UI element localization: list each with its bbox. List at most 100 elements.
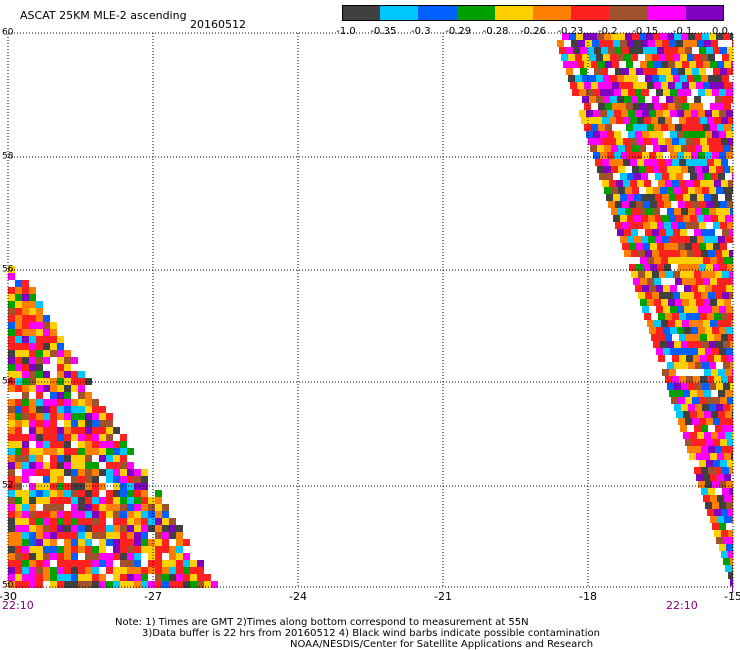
swath-cell xyxy=(99,518,106,525)
swath-cell xyxy=(670,285,677,292)
swath-cell xyxy=(729,488,733,495)
swath-cell xyxy=(654,103,661,110)
swath-cell xyxy=(15,413,22,420)
swath-cell xyxy=(728,376,733,383)
swath-cell xyxy=(183,567,190,574)
swath-cell xyxy=(653,341,660,348)
swath-cell xyxy=(22,378,29,385)
swath-cell xyxy=(647,299,654,306)
swath-cell xyxy=(71,525,78,532)
swath-cell xyxy=(682,257,689,264)
swath-cell xyxy=(22,553,29,560)
swath-cell xyxy=(605,103,612,110)
swath-cell xyxy=(15,581,22,588)
swath-cell xyxy=(71,539,78,546)
swath-cell xyxy=(120,448,127,455)
swath-cell xyxy=(721,376,728,383)
swath-cell xyxy=(732,411,733,418)
swath-cell xyxy=(29,581,36,588)
swath-cell xyxy=(709,404,716,411)
swath-cell xyxy=(29,476,36,483)
swath-cell xyxy=(663,152,670,159)
swath-cell xyxy=(689,61,696,68)
swath-cell xyxy=(134,476,141,483)
swath-cell xyxy=(15,560,22,567)
swath-cell xyxy=(622,47,629,54)
note-line-2: 3)Data buffer is 22 hrs from 20160512 4)… xyxy=(142,628,600,639)
swath-cell xyxy=(15,553,22,560)
swath-cell xyxy=(716,404,723,411)
swath-cell xyxy=(722,54,729,61)
swath-cell xyxy=(602,180,609,187)
swath-cell xyxy=(71,518,78,525)
swath-cell xyxy=(141,539,148,546)
swath-cell xyxy=(709,383,716,390)
swath-cell xyxy=(724,278,731,285)
swath-cell xyxy=(8,273,15,280)
swath-cell xyxy=(681,33,688,40)
swath-cell xyxy=(15,336,22,343)
swath-cell xyxy=(694,96,701,103)
swath-cell xyxy=(64,539,71,546)
swath-cell xyxy=(616,117,623,124)
swath-cell xyxy=(29,490,36,497)
swath-cell xyxy=(22,329,29,336)
swath-cell xyxy=(99,539,106,546)
swath-cell xyxy=(646,33,653,40)
swath-cell xyxy=(679,138,686,145)
swath-cell xyxy=(723,33,730,40)
swath-cell xyxy=(719,306,726,313)
swath-cell xyxy=(190,553,197,560)
swath-cell xyxy=(660,33,667,40)
swath-cell xyxy=(630,138,637,145)
swath-cell xyxy=(661,257,668,264)
swath-cell xyxy=(71,553,78,560)
swath-cell xyxy=(665,313,672,320)
swath-cell xyxy=(625,208,632,215)
swath-cell xyxy=(162,518,169,525)
swath-cell xyxy=(731,61,733,68)
swath-cell xyxy=(29,532,36,539)
swath-cell xyxy=(631,250,638,257)
colorbar-tick-label: -0.15 xyxy=(632,26,659,37)
swath-cell xyxy=(127,462,134,469)
swath-cell xyxy=(698,110,705,117)
swath-cell xyxy=(660,187,667,194)
colorbar-tick-label: 0.0 xyxy=(712,26,728,37)
swath-cell xyxy=(668,257,675,264)
swath-cell xyxy=(695,33,702,40)
swath-cell xyxy=(647,124,654,131)
swath-cell xyxy=(686,159,693,166)
swath-cell xyxy=(106,455,113,462)
swath-cell xyxy=(700,117,707,124)
swath-cell xyxy=(723,341,730,348)
swath-cell xyxy=(575,96,582,103)
swath-cell xyxy=(43,476,50,483)
swath-cell xyxy=(50,455,57,462)
swath-cell xyxy=(706,418,713,425)
swath-cell xyxy=(8,308,15,315)
swath-cell xyxy=(600,110,607,117)
swath-cell xyxy=(682,82,689,89)
swath-cell xyxy=(644,117,651,124)
swath-cell xyxy=(22,371,29,378)
swath-cell xyxy=(106,497,113,504)
swath-cell xyxy=(717,453,724,460)
colorbar-swatch xyxy=(456,5,496,21)
swath-cell xyxy=(706,460,713,467)
swath-cell xyxy=(8,532,15,539)
swath-cell xyxy=(113,553,120,560)
swath-cell xyxy=(707,313,714,320)
swath-cell xyxy=(8,462,15,469)
swath-cell xyxy=(721,117,728,124)
swath-cell xyxy=(169,532,176,539)
swath-cell xyxy=(645,229,652,236)
colorbar-tick-label: -0.28 xyxy=(482,26,509,37)
swath-cell xyxy=(8,427,15,434)
swath-cell xyxy=(702,362,709,369)
swath-cell xyxy=(50,357,57,364)
swath-cell xyxy=(106,434,113,441)
swath-cell xyxy=(71,357,78,364)
swath-cell xyxy=(8,476,15,483)
swath-cell xyxy=(655,40,662,47)
